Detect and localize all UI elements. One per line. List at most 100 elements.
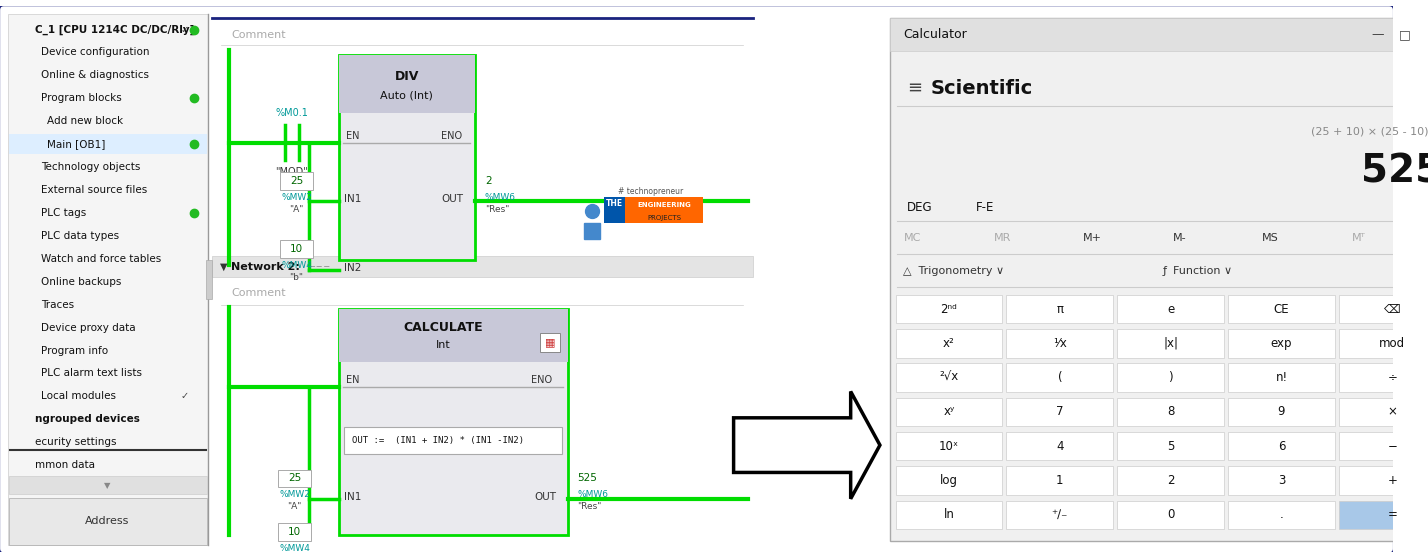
Bar xyxy=(895,432,1002,460)
Text: # technopreneur: # technopreneur xyxy=(618,187,684,196)
Text: exp: exp xyxy=(1271,337,1292,350)
Text: OUT: OUT xyxy=(534,492,555,502)
Text: ▼: ▼ xyxy=(220,262,227,272)
Bar xyxy=(1228,295,1335,323)
Text: OUT :=  (IN1 + IN2) * (IN1 -IN2): OUT := (IN1 + IN2) * (IN1 -IN2) xyxy=(353,436,524,445)
Text: e: e xyxy=(1167,302,1174,316)
Text: Main [OB1]: Main [OB1] xyxy=(47,139,106,149)
Text: x²: x² xyxy=(942,337,955,350)
Bar xyxy=(1117,432,1224,460)
Text: 7: 7 xyxy=(1057,405,1064,418)
Bar xyxy=(1339,363,1428,392)
Bar xyxy=(1117,329,1224,358)
Text: 525: 525 xyxy=(577,473,597,483)
Text: ▦: ▦ xyxy=(545,338,555,348)
Bar xyxy=(895,398,1002,426)
Text: %MW2: %MW2 xyxy=(281,193,311,202)
FancyBboxPatch shape xyxy=(0,4,1395,554)
Text: Address: Address xyxy=(86,516,130,526)
Bar xyxy=(1117,501,1224,529)
Bar xyxy=(278,523,311,541)
Text: ✓: ✓ xyxy=(180,391,188,402)
Text: 2: 2 xyxy=(486,176,491,186)
Text: ✓: ✓ xyxy=(180,25,188,35)
Bar xyxy=(206,260,211,299)
Bar xyxy=(1007,466,1114,494)
Text: 2: 2 xyxy=(1167,474,1174,487)
Bar xyxy=(1117,363,1224,392)
Text: π: π xyxy=(1057,302,1064,316)
Text: Online & diagnostics: Online & diagnostics xyxy=(41,71,149,81)
Text: ngrouped devices: ngrouped devices xyxy=(36,414,140,424)
Bar xyxy=(1339,501,1428,529)
Bar xyxy=(280,240,313,258)
Text: OUT: OUT xyxy=(441,194,463,204)
Text: (25 + 10) × (25 - 10) =: (25 + 10) × (25 - 10) = xyxy=(1311,126,1428,136)
Text: Local modules: Local modules xyxy=(41,391,116,402)
Bar xyxy=(1228,432,1335,460)
Text: Int: Int xyxy=(436,340,450,349)
Text: ×: × xyxy=(1388,405,1397,418)
Text: M-: M- xyxy=(1172,234,1187,243)
Text: xʸ: xʸ xyxy=(944,405,955,418)
Text: 525: 525 xyxy=(1361,153,1428,191)
Text: 10ˣ: 10ˣ xyxy=(940,440,960,452)
Bar xyxy=(1007,363,1114,392)
Bar xyxy=(1228,329,1335,358)
Text: %MW4: %MW4 xyxy=(280,544,310,553)
Text: (: ( xyxy=(1058,371,1062,384)
Text: MS: MS xyxy=(1262,234,1278,243)
Text: 25: 25 xyxy=(290,176,303,186)
Text: %MW2: %MW2 xyxy=(280,491,310,500)
Text: n!: n! xyxy=(1275,371,1288,384)
Bar xyxy=(1117,398,1224,426)
Text: mod: mod xyxy=(1379,337,1405,350)
Bar xyxy=(890,18,1428,51)
Text: |x|: |x| xyxy=(1164,337,1178,350)
Text: 8: 8 xyxy=(1167,405,1174,418)
Text: C_1 [CPU 1214C DC/DC/Rly]: C_1 [CPU 1214C DC/DC/Rly] xyxy=(36,25,194,35)
Bar xyxy=(895,295,1002,323)
Text: ²√x: ²√x xyxy=(940,371,958,384)
Text: Comment: Comment xyxy=(231,288,286,298)
Bar xyxy=(890,18,1428,541)
Text: MC: MC xyxy=(904,234,921,243)
Text: Device configuration: Device configuration xyxy=(41,48,150,58)
Text: DIV: DIV xyxy=(394,70,418,83)
Text: Add new block: Add new block xyxy=(47,116,123,126)
Text: PLC alarm text lists: PLC alarm text lists xyxy=(41,368,141,379)
Text: Network 2:: Network 2: xyxy=(231,262,300,272)
Bar xyxy=(604,197,625,223)
Text: CALCULATE: CALCULATE xyxy=(403,320,483,334)
Text: "b": "b" xyxy=(290,273,304,282)
Text: IN2: IN2 xyxy=(344,263,361,273)
Text: 0: 0 xyxy=(1167,508,1174,521)
Text: %M0.1: %M0.1 xyxy=(276,109,308,119)
Bar xyxy=(1228,363,1335,392)
Text: PROJECTS: PROJECTS xyxy=(647,215,681,221)
Text: ): ) xyxy=(1168,371,1172,384)
Bar xyxy=(211,14,753,545)
Text: Mᵀ: Mᵀ xyxy=(1351,234,1365,243)
Text: 3: 3 xyxy=(1278,474,1285,487)
Text: ecurity settings: ecurity settings xyxy=(36,437,117,447)
Text: ENO: ENO xyxy=(531,375,551,385)
Text: +: + xyxy=(1388,474,1397,487)
Bar xyxy=(1117,295,1224,323)
Text: "A": "A" xyxy=(290,204,304,213)
Text: PLC tags: PLC tags xyxy=(41,208,86,218)
Text: ¹⁄x: ¹⁄x xyxy=(1052,337,1067,350)
Text: Calculator: Calculator xyxy=(904,28,967,41)
Text: Device proxy data: Device proxy data xyxy=(41,323,136,333)
Bar xyxy=(1007,398,1114,426)
Text: ≡: ≡ xyxy=(907,79,922,97)
Text: ƒ  Function ∨: ƒ Function ∨ xyxy=(1162,267,1232,277)
Text: Comment: Comment xyxy=(231,30,286,40)
Text: □: □ xyxy=(1399,28,1411,41)
Bar xyxy=(895,501,1002,529)
Bar xyxy=(895,363,1002,392)
Text: Online backups: Online backups xyxy=(41,277,121,287)
Bar xyxy=(280,172,313,189)
Text: Program blocks: Program blocks xyxy=(41,94,121,104)
Text: ⌫: ⌫ xyxy=(1384,302,1401,316)
